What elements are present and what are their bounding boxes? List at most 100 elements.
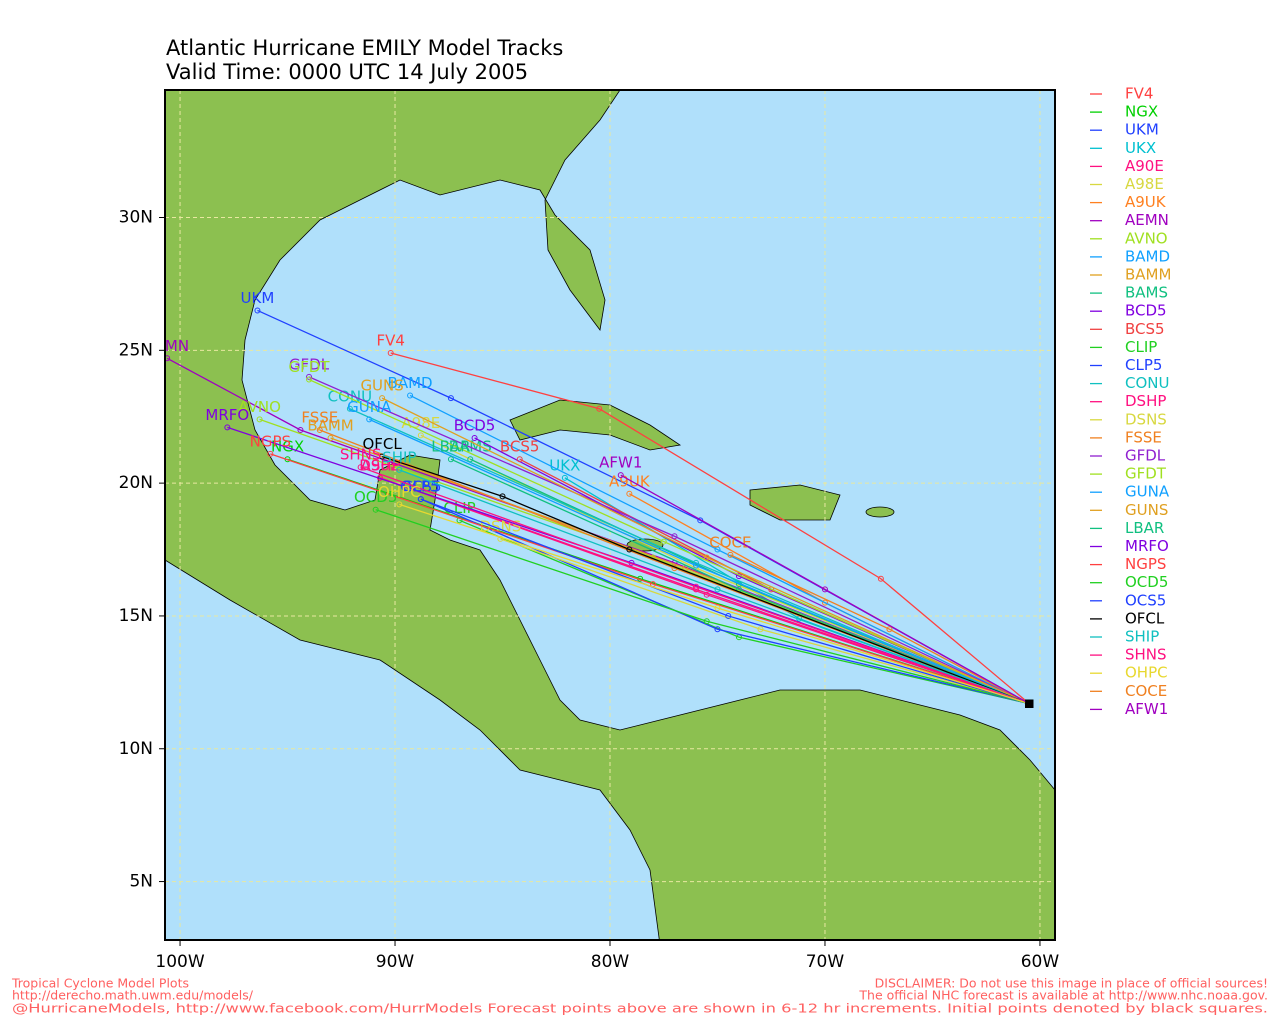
puerto-rico (865, 506, 895, 518)
forecast-point (692, 583, 699, 590)
track-label: FSSE (301, 409, 338, 427)
map-title: Atlantic Hurricane EMILY Model Tracks (166, 36, 563, 60)
forecast-point (617, 472, 624, 479)
track-line (379, 477, 1030, 705)
track-label: MRFO (205, 406, 249, 424)
forecast-point (297, 427, 304, 433)
forecast-point (671, 533, 678, 540)
legend-label: AEMN (1125, 211, 1169, 229)
legend-label: BAMM (1125, 266, 1171, 284)
forecast-point (725, 612, 732, 619)
pacific (165, 559, 660, 940)
legend-label: CLP5 (1125, 356, 1162, 374)
footer-right: DISCLAIMER: Do not use this image in pla… (875, 976, 1268, 991)
track-line (375, 509, 1030, 705)
forecast-point (626, 546, 633, 553)
forecast-point (877, 575, 884, 582)
track-label: BCS5 (500, 438, 540, 456)
forecast-point (256, 416, 263, 423)
legend-label: NGPS (1125, 555, 1166, 573)
forecast-point (692, 562, 699, 569)
forecast-point (561, 474, 568, 481)
forecast-point (224, 424, 231, 431)
forecast-point (417, 432, 424, 439)
forecast-point (714, 546, 721, 553)
forecast-point (396, 501, 403, 508)
x-tick-label: 90W (376, 952, 415, 972)
x-tick-label: 80W (591, 952, 630, 972)
forecast-point (757, 626, 764, 633)
forecast-point (407, 392, 414, 399)
forecast-point (417, 496, 424, 503)
forecast-point (660, 538, 667, 545)
track-line (381, 455, 1030, 705)
track-label: COCE (709, 533, 751, 551)
legend-label: OCS5 (1125, 591, 1166, 609)
y-tick-label: 20N (119, 473, 153, 493)
forecast-point (714, 604, 721, 611)
track-label: BAMM (307, 416, 353, 434)
hispaniola (749, 484, 841, 521)
forecast-point (516, 456, 523, 463)
track-label: OCD5 (354, 488, 397, 506)
legend-label: OCD5 (1125, 573, 1168, 591)
legend-label: BAMD (1125, 247, 1170, 265)
track-label: GUNS (360, 377, 403, 395)
track-label: A9UK (609, 472, 651, 490)
track-label: NGX (271, 438, 304, 456)
track-line (420, 498, 1030, 705)
footer-left: Tropical Cyclone Model Plots (11, 976, 189, 991)
legend-label: A98E (1125, 175, 1164, 193)
legend-label: GUNA (1125, 483, 1170, 501)
legend-label: GFDT (1125, 465, 1167, 483)
forecast-point (379, 453, 386, 460)
footer-bottom: @HurricaneModels, http://www.facebook.co… (12, 1001, 1268, 1016)
legend-label: AVNO (1125, 229, 1168, 247)
forecast-point (346, 405, 353, 412)
track-label: GFDT (289, 358, 331, 376)
y-tick-label: 15N (119, 606, 153, 626)
track-label: A98E (401, 414, 440, 432)
legend-label: NGX (1125, 103, 1158, 121)
y-tick-label: 10N (119, 739, 153, 759)
forecast-point (306, 376, 313, 383)
legend-label: CONU (1125, 374, 1169, 392)
legend-label: MRFO (1125, 537, 1169, 555)
forecast-point (703, 591, 710, 598)
forecast-point (306, 373, 313, 380)
forecast-point (254, 307, 261, 314)
track-line (390, 352, 1030, 705)
forecast-point (821, 586, 828, 593)
track-line (381, 397, 1030, 705)
forecast-point (821, 599, 828, 606)
track-label: CONU (328, 387, 372, 405)
legend-label: A90E (1125, 157, 1164, 175)
track-line (308, 378, 1030, 705)
footer-left: http://derecho.math.uwm.edu/models/ (12, 988, 254, 1003)
track-label: AVNO (238, 398, 281, 416)
track-label: BCD5 (454, 416, 496, 434)
forecast-point (357, 464, 364, 471)
track-line (420, 498, 1030, 705)
legend-label: OHPC (1125, 664, 1168, 682)
track-label: UKM (241, 289, 275, 307)
legend-label: AFW1 (1125, 700, 1168, 718)
legend-label: BCD5 (1125, 302, 1167, 320)
forecast-point (727, 551, 734, 558)
track-line (368, 418, 1030, 705)
forecast-point (596, 405, 603, 412)
y-tick-label: 25N (119, 340, 153, 360)
forecast-point (316, 427, 323, 433)
y-tick-label: 5N (129, 872, 153, 892)
track-line (360, 466, 1030, 705)
track-line (500, 538, 1030, 705)
basemap: FV4 NGX UKM UKX A90E A98E A9UK AEMN AVNO BAMD BAMM… (165, 90, 1055, 940)
forecast-point (387, 349, 394, 356)
track-line (399, 503, 1030, 705)
forecast-point (714, 626, 721, 633)
y-tick-label: 30N (119, 208, 153, 228)
forecast-point (714, 586, 721, 593)
legend-label: CLIP (1125, 338, 1157, 356)
legend-label: DSHP (1125, 392, 1166, 410)
legend-label: FV4 (1125, 85, 1153, 103)
